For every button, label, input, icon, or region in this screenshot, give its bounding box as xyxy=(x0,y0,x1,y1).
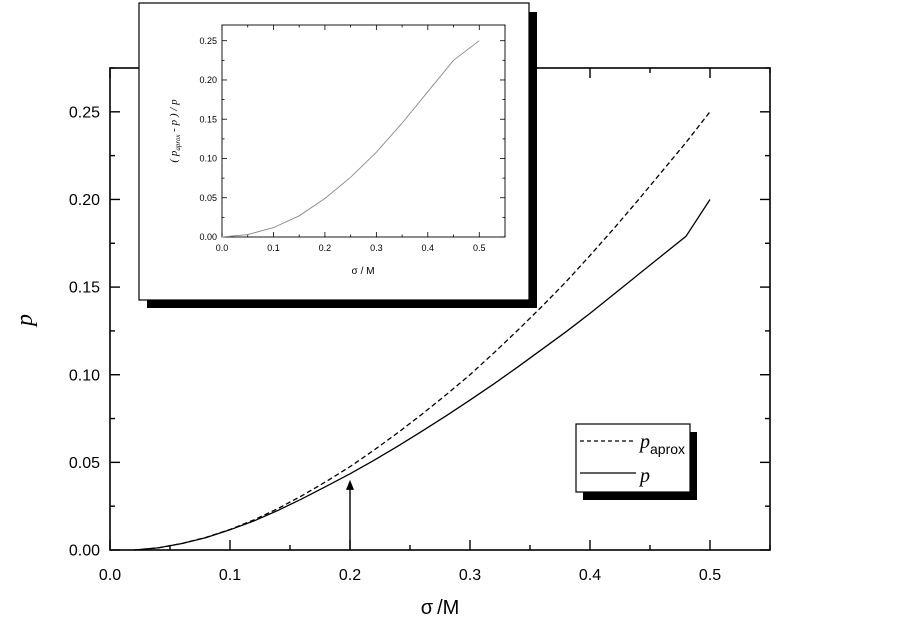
series-line-0 xyxy=(221,40,480,238)
x-tick-label: 0.1 xyxy=(219,567,241,584)
legend-box xyxy=(575,423,691,493)
y-tick-label: 0.05 xyxy=(199,193,217,203)
x-tick-label: 0.4 xyxy=(422,243,435,253)
main-x-label-unit: /M xyxy=(437,597,459,619)
x-tick-label: 0.3 xyxy=(370,243,383,253)
x-tick-label: 0.4 xyxy=(579,567,601,584)
inset-panel: 0.0 0.1 0.2 0.3 0.4 0.5 0.00 0.05 0.10 0.15 0.20 0.… xyxy=(138,2,537,308)
inset-y-axis-label: ( paprox - p ) / p xyxy=(168,99,182,163)
x-tick-label: 0.3 xyxy=(459,567,481,584)
y-tick-label: 0.20 xyxy=(199,75,217,85)
y-tick-label: 0.15 xyxy=(69,280,100,297)
arrow-head xyxy=(346,479,354,490)
main-axis-ticks: 0.0 0.1 0.2 0.3 0.4 0.5 0.00 0.05 0.10 0.15 0.20 0.… xyxy=(69,67,771,584)
y-tick-label: 0.10 xyxy=(69,367,100,384)
main-series-group xyxy=(133,111,711,551)
inset-axis-ticks: 0.0 0.1 0.2 0.3 0.4 0.5 0.00 0.05 0.10 0.15 0.20 0.… xyxy=(199,25,506,253)
main-x-axis-label: σ/M xyxy=(421,597,460,619)
main-x-label-symbol: σ xyxy=(421,597,434,619)
legend: paprox p xyxy=(575,423,697,500)
inset-plot-frame xyxy=(221,24,506,238)
y-tick-label: 0.15 xyxy=(199,114,217,124)
x-tick-label: 0.5 xyxy=(473,243,486,253)
y-tick-label: 0.00 xyxy=(69,543,100,560)
y-tick-label: 0.10 xyxy=(199,154,217,164)
legend-label-p: p xyxy=(638,465,650,487)
y-tick-label: 0.05 xyxy=(69,455,100,472)
x-tick-label: 0.0 xyxy=(99,567,121,584)
y-tick-label: 0.25 xyxy=(199,36,217,46)
main-y-axis-label: p xyxy=(12,314,38,328)
x-tick-label: 0.0 xyxy=(216,243,229,253)
arrow-annotation xyxy=(346,479,354,550)
inset-x-axis-label: σ / M xyxy=(351,266,374,277)
x-tick-label: 0.2 xyxy=(319,243,332,253)
inset-series-group xyxy=(221,40,480,238)
x-tick-label: 0.1 xyxy=(267,243,280,253)
series-line-1 xyxy=(133,199,711,551)
y-tick-label: 0.00 xyxy=(199,232,217,242)
x-tick-label: 0.2 xyxy=(339,567,361,584)
y-tick-label: 0.20 xyxy=(69,192,100,209)
y-tick-label: 0.25 xyxy=(69,104,100,121)
x-tick-label: 0.5 xyxy=(699,567,721,584)
legend-label-aprox: paprox xyxy=(638,431,685,457)
